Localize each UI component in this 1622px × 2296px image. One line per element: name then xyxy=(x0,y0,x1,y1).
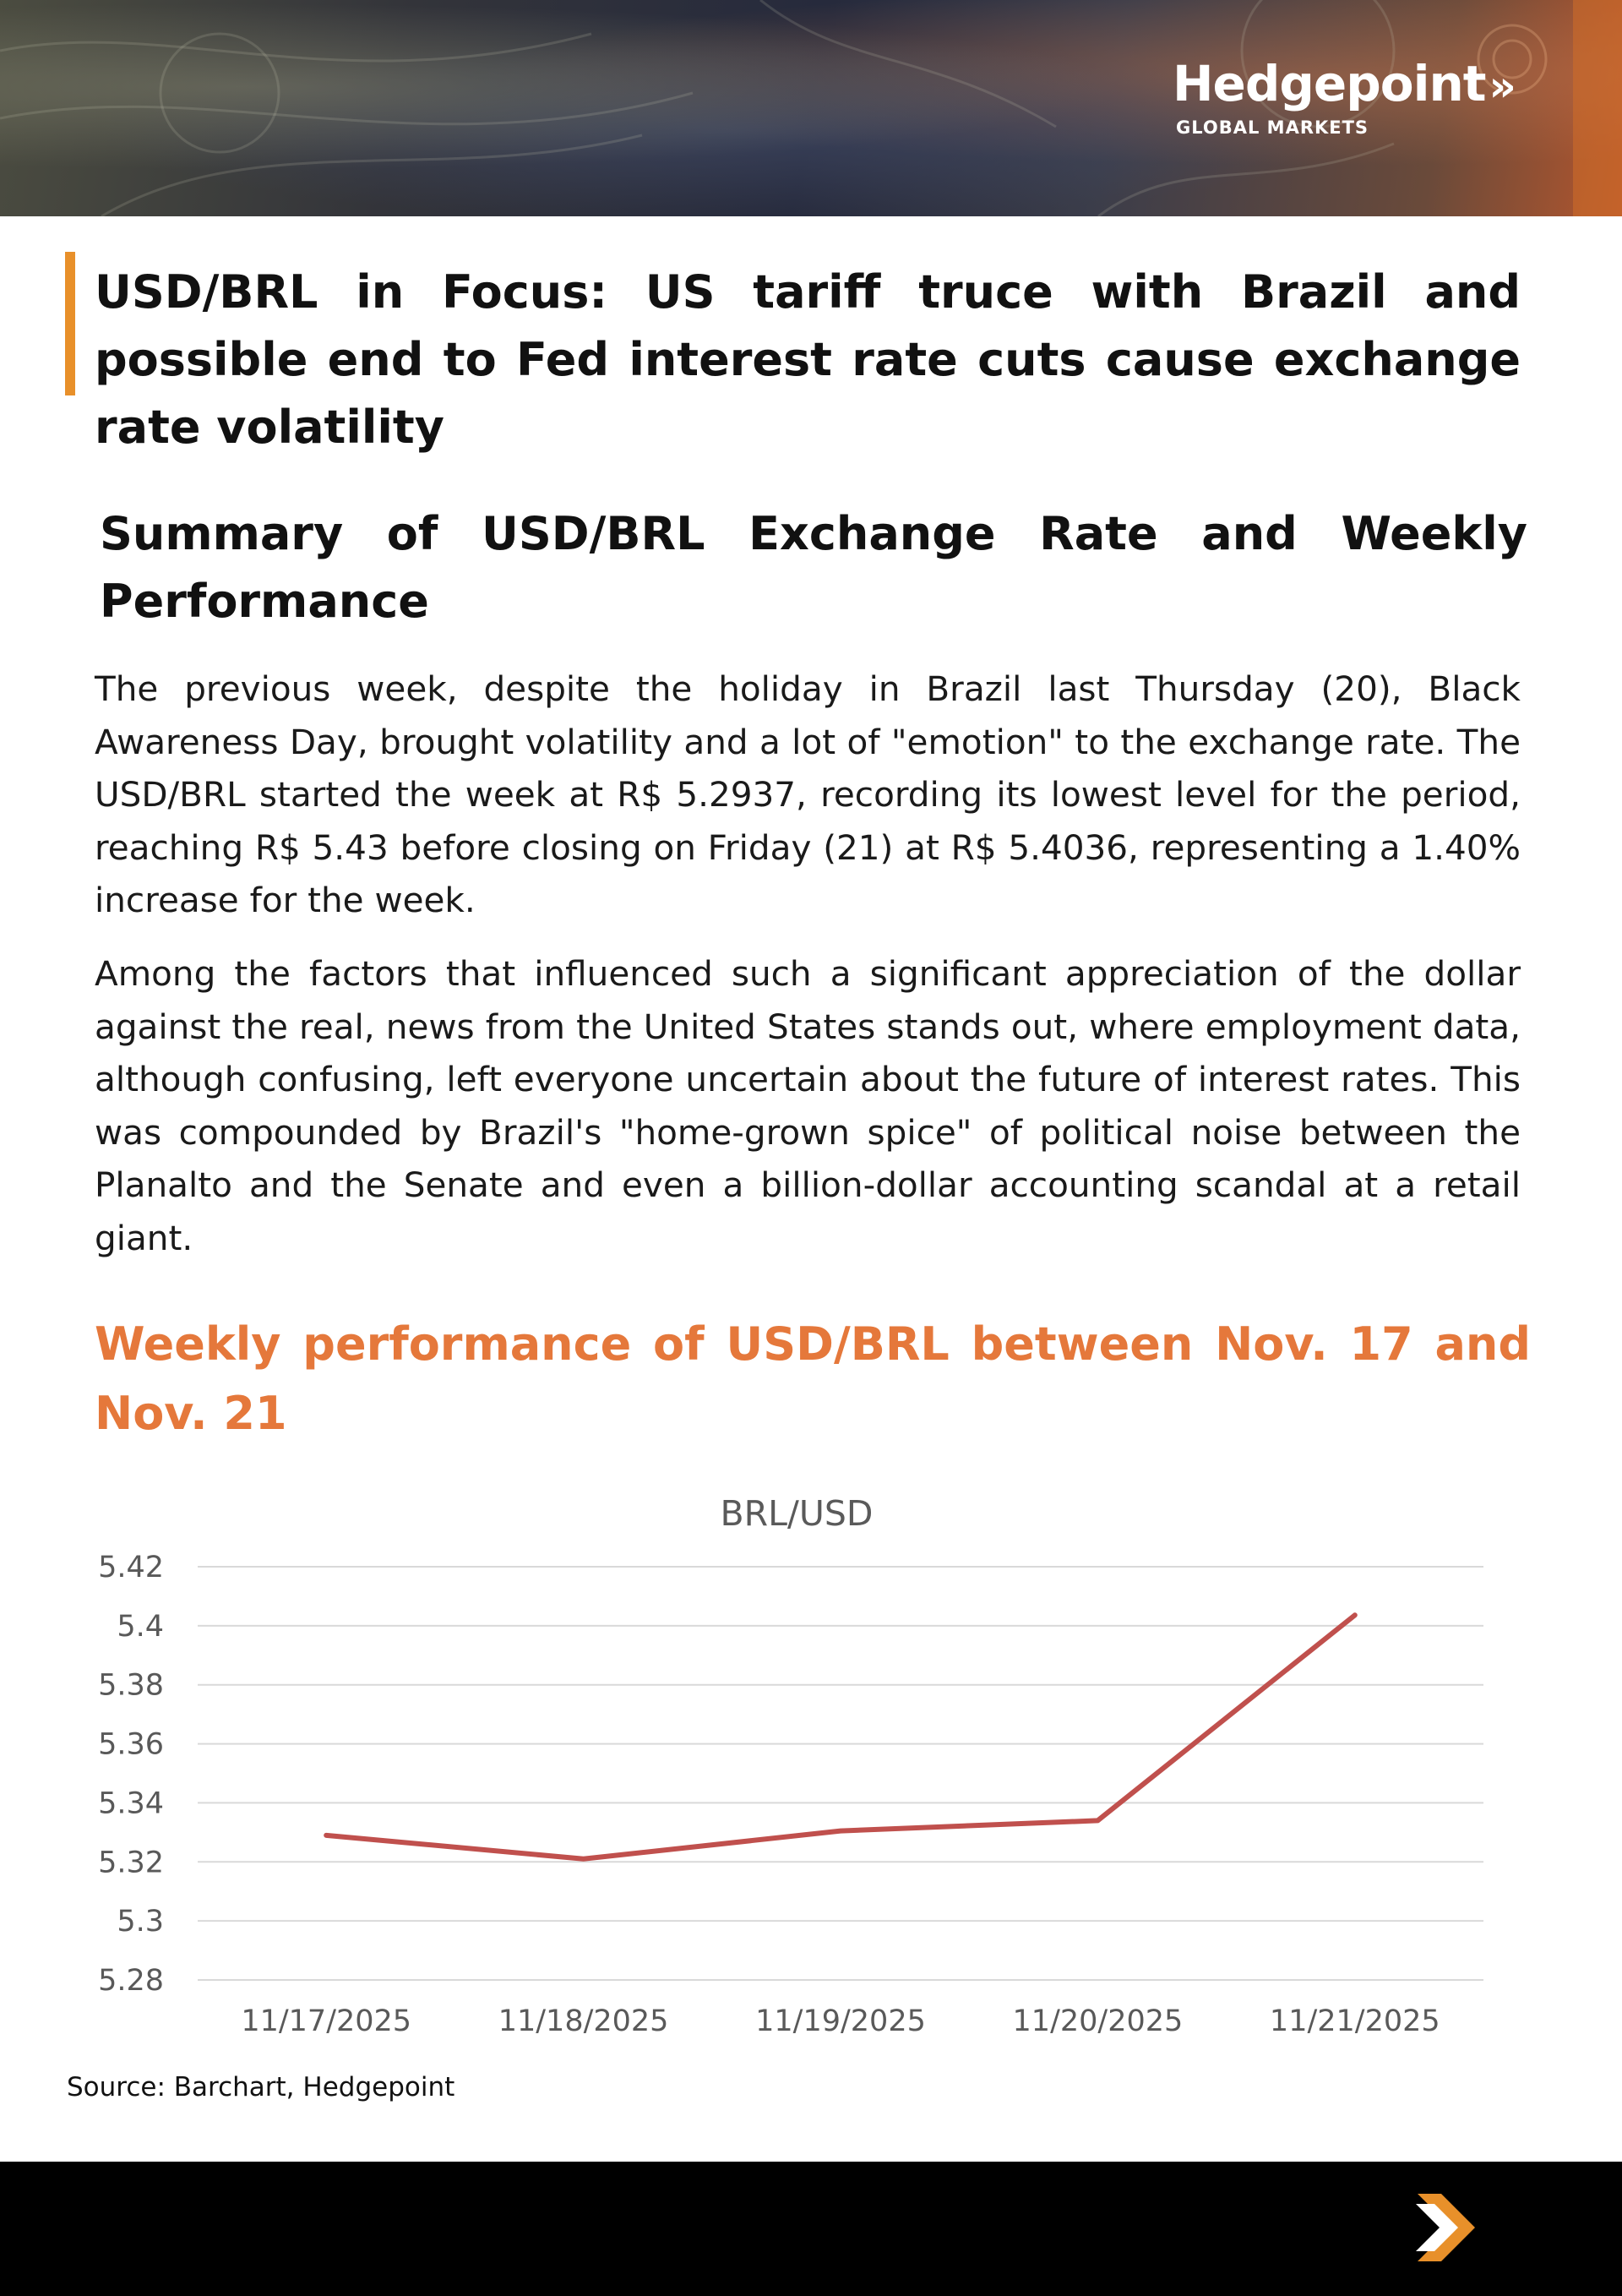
y-tick-label: 5.38 xyxy=(98,1669,164,1703)
y-tick-label: 5.28 xyxy=(98,1964,164,1998)
hedgepoint-logo: Hedgepoint» GLOBAL MARKETS xyxy=(1173,59,1516,138)
chart-title: BRL/USD xyxy=(721,1493,874,1534)
section-title: Summary of USD/BRL Exchange Rate and Wee… xyxy=(100,507,1527,628)
chart-heading: Weekly performance of USD/BRL between No… xyxy=(95,1317,1531,1440)
data-point xyxy=(839,1829,842,1833)
data-point xyxy=(1353,1613,1357,1617)
series-line xyxy=(324,1612,1358,1862)
footer-bar xyxy=(0,2162,1622,2296)
x-tick-label: 11/20/2025 xyxy=(1013,2004,1184,2038)
banknote-background-image xyxy=(0,0,1622,216)
data-point xyxy=(581,1857,585,1861)
y-tick-label: 5.32 xyxy=(98,1846,164,1879)
line-chart: BRL/USD 5.42 5.4 5.38 5.36 5.34 5.32 5.3 5.28 1… xyxy=(98,1493,1483,2038)
y-tick-label: 5.4 xyxy=(117,1610,164,1644)
page-title: USD/BRL in Focus: US tariff truce with B… xyxy=(95,265,1521,454)
y-tick-label: 5.42 xyxy=(98,1551,164,1584)
source-note: Source: Barchart, Hedgepoint xyxy=(67,2072,455,2102)
logo-wordmark: Hedgepoint xyxy=(1173,55,1487,112)
hedgepoint-chevron-icon xyxy=(1416,2194,1475,2261)
x-tick-label: 11/19/2025 xyxy=(755,2004,926,2038)
data-point xyxy=(1096,1819,1100,1823)
logo-chevron-icon: » xyxy=(1489,62,1516,111)
x-tick-label: 11/18/2025 xyxy=(498,2004,669,2038)
logo-tagline: GLOBAL MARKETS xyxy=(1176,117,1369,138)
x-tick-label: 11/21/2025 xyxy=(1270,2004,1440,2038)
y-tick-label: 5.3 xyxy=(117,1905,164,1939)
x-tick-label: 11/17/2025 xyxy=(241,2004,411,2038)
body-paragraph-2: Among the factors that influenced such a… xyxy=(95,953,1521,1258)
data-point xyxy=(324,1833,329,1837)
title-accent-bar xyxy=(65,252,75,395)
body-paragraph-1: The previous week, despite the holiday i… xyxy=(95,668,1521,920)
header-banner: Hedgepoint» GLOBAL MARKETS xyxy=(0,0,1622,216)
y-tick-label: 5.36 xyxy=(98,1728,164,1762)
y-tick-label: 5.34 xyxy=(98,1786,164,1820)
